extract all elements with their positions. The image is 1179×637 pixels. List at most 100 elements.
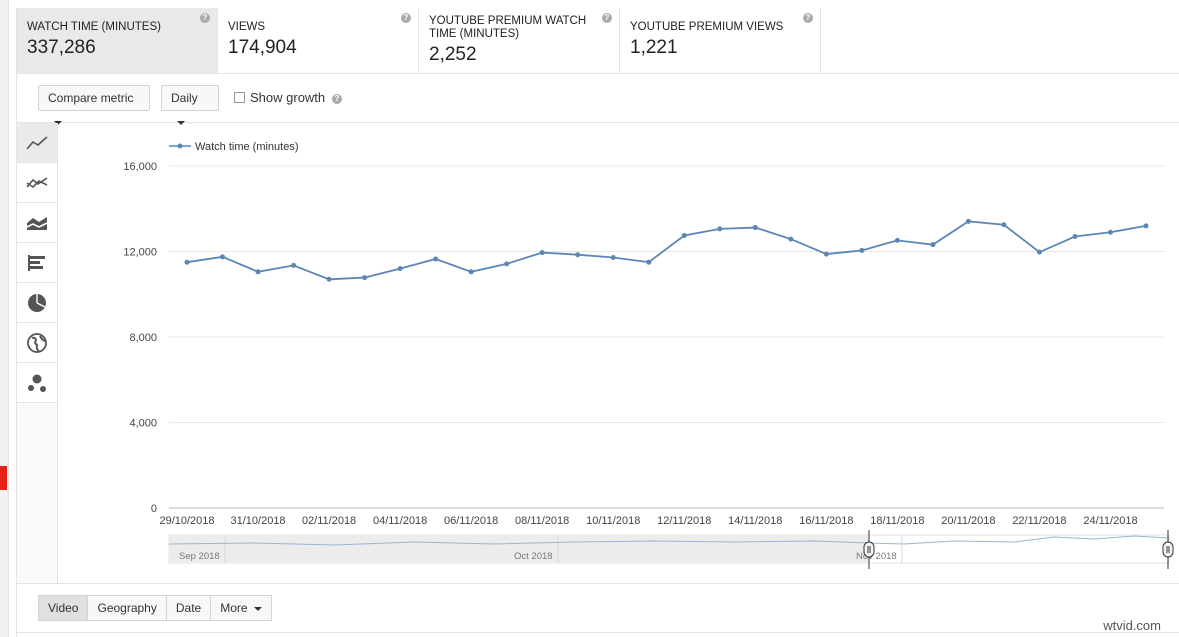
metric-cards: Watch time (minutes) 337,286 ? Views 174… [17, 8, 1179, 74]
data-point[interactable] [184, 259, 190, 265]
data-point[interactable] [362, 275, 368, 281]
y-tick-label: 16,000 [123, 161, 157, 173]
data-point[interactable] [1107, 229, 1113, 235]
metric-card-premium-watch-time[interactable]: YouTube Premium watch time (minutes) 2,2… [419, 8, 620, 73]
data-point[interactable] [220, 254, 226, 260]
multi-line-chart-icon[interactable] [17, 163, 57, 203]
divider [17, 632, 1179, 633]
compare-metric-label: Compare metric [48, 91, 134, 105]
data-point[interactable] [752, 225, 758, 231]
x-tick-label: 18/11/2018 [870, 515, 924, 527]
metric-value: 2,252 [429, 44, 477, 65]
help-icon[interactable]: ? [602, 13, 612, 23]
legend-marker [177, 143, 183, 149]
help-icon[interactable]: ? [803, 13, 813, 23]
data-point[interactable] [610, 254, 616, 260]
red-marker [0, 466, 7, 490]
chart-controls: Compare metric Daily Show growth ? [17, 74, 1179, 125]
metric-label: YouTube Premium watch time (minutes) [429, 15, 587, 40]
x-tick-label: 10/11/2018 [586, 515, 640, 527]
tab-more[interactable]: More [210, 595, 272, 621]
navigator-unselected [169, 535, 869, 563]
x-tick-label: 16/11/2018 [799, 515, 853, 527]
globe-map-icon[interactable] [17, 323, 57, 363]
x-tick-label: 24/11/2018 [1083, 515, 1137, 527]
data-point[interactable] [433, 256, 439, 262]
data-point[interactable] [504, 261, 510, 267]
x-tick-label: 04/11/2018 [373, 515, 427, 527]
show-growth-label[interactable]: Show growth [250, 90, 326, 105]
interval-dropdown[interactable]: Daily [161, 85, 219, 125]
data-point[interactable] [468, 269, 474, 275]
x-tick-label: 08/11/2018 [515, 515, 569, 527]
range-navigator[interactable]: Sep 2018 Oct 2018 Nov 2018 [168, 530, 1174, 569]
data-point[interactable] [788, 236, 794, 242]
help-icon[interactable]: ? [332, 94, 342, 104]
bar-chart-icon[interactable] [17, 243, 57, 283]
data-point[interactable] [681, 232, 687, 238]
show-growth-checkbox[interactable] [234, 92, 245, 103]
data-point[interactable] [291, 262, 297, 268]
navigator-sparkline [168, 535, 1170, 546]
y-tick-label: 8,000 [129, 332, 157, 344]
x-tick-label: 31/10/2018 [231, 515, 286, 527]
x-tick-label: 02/11/2018 [302, 515, 356, 527]
data-point[interactable] [965, 218, 971, 224]
x-tick-label: 20/11/2018 [941, 515, 995, 527]
data-point[interactable] [1036, 249, 1042, 255]
data-point[interactable] [539, 250, 545, 256]
navigator-left-handle[interactable] [863, 541, 875, 558]
watch-time-line-chart: 0 4,000 8,000 12,000 16,000 29/10/2018 31/10/… [123, 141, 1174, 569]
chevron-down-icon [177, 120, 185, 125]
navigator-month-label: Nov 2018 [856, 551, 897, 562]
x-tick-label: 12/11/2018 [657, 515, 711, 527]
chart-type-selector [17, 123, 58, 583]
metric-card-watch-time[interactable]: Watch time (minutes) 337,286 ? [17, 8, 218, 73]
tab-geography[interactable]: Geography [87, 595, 167, 621]
metric-card-views[interactable]: Views 174,904 ? [218, 8, 419, 73]
data-point[interactable] [1072, 234, 1078, 240]
metric-card-premium-views[interactable]: YouTube Premium views 1,221 ? [620, 8, 821, 73]
chevron-down-icon [54, 120, 62, 125]
data-point[interactable] [930, 242, 936, 248]
tab-video[interactable]: Video [38, 595, 89, 621]
help-icon[interactable]: ? [200, 13, 210, 23]
data-point[interactable] [397, 266, 403, 272]
y-tick-label: 4,000 [129, 418, 157, 430]
data-point[interactable] [326, 276, 332, 282]
navigator-month-label: Sep 2018 [179, 551, 220, 562]
tab-more-label: More [220, 601, 248, 615]
metric-label: YouTube Premium views [630, 21, 784, 33]
help-icon[interactable]: ? [401, 13, 411, 23]
chevron-down-icon [253, 606, 262, 611]
stacked-area-chart-icon[interactable] [17, 203, 57, 243]
x-tick-label: 22/11/2018 [1012, 515, 1066, 527]
analytics-panel: Watch time (minutes) 337,286 ? Views 174… [16, 8, 1179, 637]
x-tick-label: 14/11/2018 [728, 515, 782, 527]
data-point[interactable] [255, 269, 261, 275]
data-point[interactable] [717, 226, 723, 232]
data-point[interactable] [1001, 222, 1007, 228]
metric-value: 337,286 [27, 37, 96, 58]
data-point[interactable] [646, 259, 652, 265]
watermark: wtvid.com [1103, 618, 1161, 633]
data-point[interactable] [823, 251, 829, 257]
metric-label: Watch time (minutes) [27, 21, 161, 33]
line-chart-icon[interactable] [17, 123, 57, 163]
y-tick-label: 0 [151, 503, 157, 515]
x-tick-label: 06/11/2018 [444, 515, 498, 527]
data-point[interactable] [859, 247, 865, 253]
bubble-chart-icon[interactable] [17, 363, 57, 403]
metric-value: 1,221 [630, 37, 678, 58]
pie-chart-icon[interactable] [17, 283, 57, 323]
metric-value: 174,904 [228, 37, 297, 58]
interval-label: Daily [171, 91, 198, 105]
x-tick-label: 29/10/2018 [159, 515, 214, 527]
left-edge-bar [0, 0, 9, 637]
data-point[interactable] [894, 237, 900, 243]
compare-metric-button[interactable]: Compare metric [38, 85, 150, 125]
navigator-right-handle[interactable] [1162, 541, 1174, 558]
tab-date[interactable]: Date [165, 595, 212, 621]
data-point[interactable] [575, 252, 581, 258]
data-point[interactable] [1143, 223, 1149, 229]
